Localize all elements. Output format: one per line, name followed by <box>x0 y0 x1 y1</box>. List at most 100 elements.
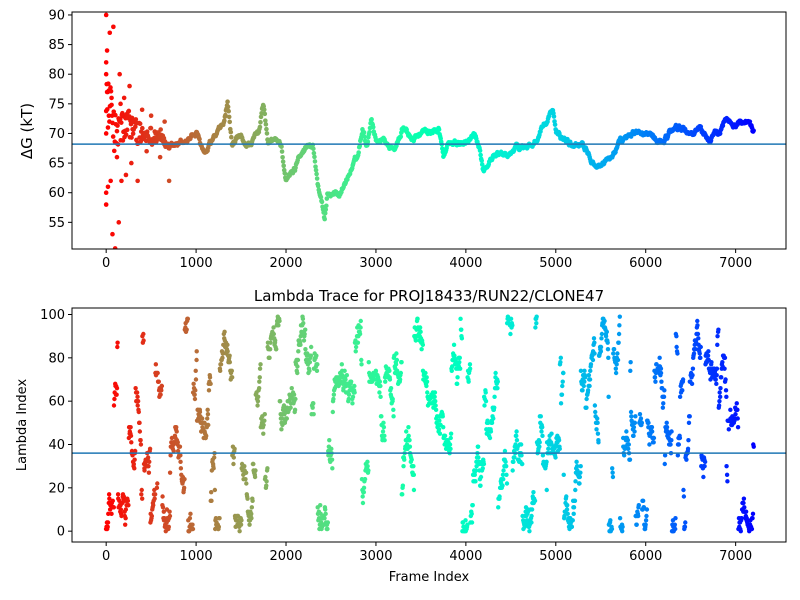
bottom-lambda-point <box>637 411 643 417</box>
bottom-lambda-point <box>660 405 666 410</box>
bottom-lambda-point <box>529 507 535 512</box>
top-x-ticks: 0 1000 2000 3000 4000 5000 6000 7000 <box>102 249 752 271</box>
top-trace-point <box>311 150 317 156</box>
bottom-lambda-point <box>411 487 417 493</box>
bottom-plot-area <box>103 314 756 534</box>
bottom-lambda-point <box>478 474 484 480</box>
bottom-lambda-point <box>728 407 733 413</box>
bottom-x-tick-label: 2000 <box>269 549 302 564</box>
bottom-lambda-point <box>197 409 203 415</box>
bottom-lambda-point <box>301 320 306 326</box>
bottom-lambda-point <box>465 522 470 527</box>
top-early-point <box>148 113 154 118</box>
bottom-lambda-point <box>255 398 261 404</box>
bottom-lambda-point <box>381 420 386 426</box>
top-x-tick-label: 4000 <box>449 256 482 271</box>
bottom-lambda-point <box>538 414 543 419</box>
bottom-lambda-point <box>358 318 363 324</box>
bottom-lambda-point <box>595 420 600 426</box>
bottom-lambda-point <box>662 388 667 393</box>
bottom-lambda-point <box>475 444 481 449</box>
bottom-lambda-point <box>674 344 679 350</box>
bottom-lambda-point <box>261 431 266 436</box>
bottom-lambda-point <box>658 366 664 371</box>
bottom-lambda-point <box>314 353 319 358</box>
bottom-lambda-point <box>211 466 216 471</box>
bottom-lambda-point <box>496 505 501 510</box>
bottom-lambda-point <box>330 466 335 471</box>
bottom-lambda-point <box>295 357 301 363</box>
bottom-lambda-point <box>587 383 592 389</box>
bottom-lambda-point <box>125 498 131 504</box>
bottom-lambda-point <box>107 496 112 501</box>
top-trace-point <box>148 125 154 131</box>
bottom-lambda-point <box>188 511 193 517</box>
bottom-lambda-point <box>533 325 538 330</box>
top-trace-point <box>222 118 227 124</box>
bottom-lambda-point <box>455 375 460 380</box>
bottom-lambda-point <box>433 407 439 413</box>
bottom-lambda-point <box>636 513 641 519</box>
bottom-lambda-point <box>417 325 423 330</box>
bottom-lambda-point <box>689 381 695 387</box>
bottom-lambda-point <box>352 390 357 395</box>
top-trace-point <box>114 128 120 134</box>
bottom-lambda-point <box>672 522 678 527</box>
bottom-lambda-point <box>726 427 732 432</box>
bottom-lambda-point <box>503 459 508 465</box>
bottom-lambda-point <box>467 366 473 371</box>
bottom-lambda-point <box>145 455 151 460</box>
bottom-lambda-point <box>602 318 607 324</box>
bottom-lambda-point <box>329 457 335 462</box>
top-trace-point <box>314 176 320 181</box>
bottom-lambda-point <box>617 515 623 521</box>
bottom-lambda-point <box>724 394 729 400</box>
bottom-lambda-point <box>141 338 146 343</box>
bottom-lambda-point <box>685 446 691 452</box>
bottom-lambda-point <box>643 522 648 527</box>
top-trace-point <box>313 164 318 169</box>
bottom-lambda-point <box>646 420 651 426</box>
top-trace-point <box>257 124 263 130</box>
top-trace-point <box>436 127 442 132</box>
bottom-lambda-point <box>578 463 583 469</box>
bottom-lambda-point <box>303 327 308 332</box>
top-early-point <box>105 184 111 190</box>
top-early-point <box>129 160 134 166</box>
bottom-lambda-point <box>629 414 634 419</box>
bottom-lambda-point <box>397 377 403 382</box>
bottom-lambda-point <box>577 481 582 486</box>
top-trace-point <box>318 194 324 200</box>
bottom-lambda-point <box>598 344 604 350</box>
bottom-lambda-point <box>436 427 442 432</box>
bottom-lambda-point <box>582 368 587 374</box>
top-trace-point <box>365 139 371 145</box>
bottom-lambda-point <box>534 320 539 326</box>
bottom-lambda-point <box>615 357 621 363</box>
bottom-lambda-point <box>118 507 124 512</box>
bottom-lambda-point <box>279 416 285 421</box>
bottom-lambda-point <box>271 331 276 337</box>
bottom-lambda-point <box>393 362 399 367</box>
bottom-lambda-point <box>544 459 549 465</box>
bottom-lambda-point <box>673 515 678 521</box>
top-trace-point <box>324 203 329 209</box>
top-early-point <box>123 172 129 178</box>
bottom-lambda-point <box>310 405 315 410</box>
top-trace-point <box>261 107 267 112</box>
bottom-lambda-point <box>181 485 187 491</box>
bottom-lambda-point <box>314 368 320 374</box>
bottom-lambda-point <box>735 424 741 430</box>
bottom-lambda-point <box>686 420 692 426</box>
top-y-tick-label: 80 <box>48 68 65 83</box>
bottom-lambda-point <box>720 359 725 365</box>
bottom-lambda-point <box>200 416 205 421</box>
bottom-y-tick-label: 60 <box>48 395 65 410</box>
bottom-lambda-point <box>237 528 242 534</box>
bottom-lambda-point <box>425 390 430 395</box>
bottom-lambda-point <box>640 498 646 504</box>
bottom-lambda-point <box>415 316 420 322</box>
bottom-lambda-point <box>615 351 620 356</box>
bottom-lambda-point <box>527 528 532 534</box>
top-trace-point <box>227 119 233 125</box>
